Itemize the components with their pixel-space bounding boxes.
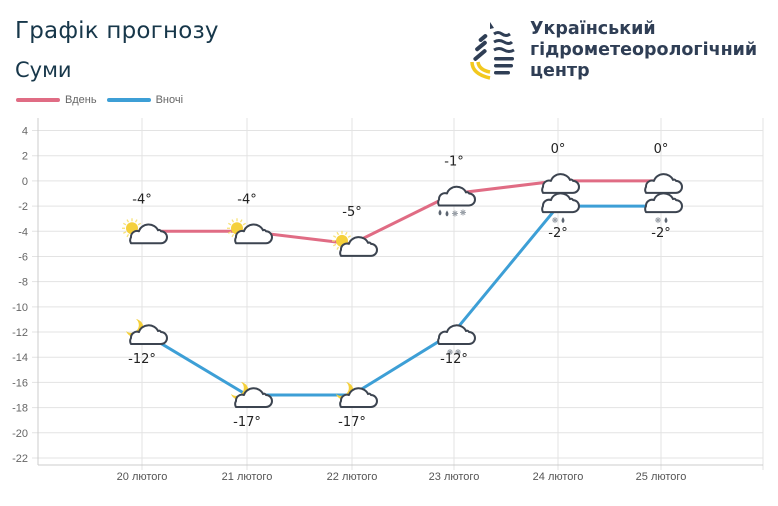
legend-item-night[interactable]: Вночі xyxy=(106,94,184,106)
x-tick-label: 24 лютого xyxy=(533,471,584,483)
night-temp-label: -2° xyxy=(548,226,567,241)
day-temp-label: -5° xyxy=(342,205,361,220)
x-tick-label: 25 лютого xyxy=(636,471,687,483)
legend-label-day: Вдень xyxy=(65,94,97,106)
y-tick-label: 0 xyxy=(22,176,28,188)
cloud-icon xyxy=(541,173,580,194)
legend-swatch-night xyxy=(106,98,151,102)
logo-line-3: центр xyxy=(530,61,590,81)
day-series-line xyxy=(142,179,661,246)
cloud-snow-rain-icon xyxy=(644,192,683,224)
page-title: Графік прогнозу xyxy=(15,18,219,44)
day-temp-label: 0° xyxy=(654,142,669,157)
y-tick-label: -16 xyxy=(12,377,28,389)
hydromet-logo-icon xyxy=(470,22,515,80)
night-temp-label: -17° xyxy=(338,415,366,430)
moon-cloud-icon xyxy=(231,382,273,409)
y-tick-label: -12 xyxy=(12,327,28,339)
x-tick-label: 22 лютого xyxy=(327,471,378,483)
sun-cloud-icon xyxy=(227,218,273,245)
y-tick-label: -2 xyxy=(18,201,28,213)
chart-legend: Вдень Вночі xyxy=(16,94,193,106)
night-temp-label: -12° xyxy=(128,352,156,367)
city-name: Суми xyxy=(15,58,72,82)
y-tick-label: -6 xyxy=(18,251,28,263)
y-tick-label: 2 xyxy=(22,151,28,163)
y-tick-label: -22 xyxy=(12,453,28,465)
night-series-line xyxy=(141,204,661,397)
y-tick-label: -4 xyxy=(18,226,28,238)
cloud-icon xyxy=(644,173,683,194)
sun-cloud-icon xyxy=(122,218,168,245)
y-tick-label: -8 xyxy=(18,277,28,289)
sun-cloud-icon xyxy=(332,230,378,257)
y-tick-label: -14 xyxy=(12,352,28,364)
logo-line-1: Український xyxy=(530,19,656,39)
logo-line-2: гідрометеорологічний xyxy=(530,40,758,60)
legend-label-night: Вночі xyxy=(155,94,184,106)
cloud-snow-icon xyxy=(437,324,476,356)
night-temp-label: -2° xyxy=(651,226,670,241)
legend-swatch-day xyxy=(16,98,60,102)
day-temp-label: -4° xyxy=(132,192,151,207)
night-temp-label: -12° xyxy=(440,352,468,367)
day-temp-label: -1° xyxy=(444,154,463,169)
day-temp-label: -4° xyxy=(237,192,256,207)
night-temp-label: -17° xyxy=(233,415,261,430)
x-tick-label: 21 лютого xyxy=(222,471,273,483)
legend-item-day[interactable]: Вдень xyxy=(16,94,97,106)
moon-cloud-icon xyxy=(336,382,378,409)
y-tick-label: 4 xyxy=(22,126,28,138)
cloud-snow-rain-icon xyxy=(541,192,580,224)
x-tick-label: 20 лютого xyxy=(117,471,168,483)
logo-text: Український гідрометеорологічний центр xyxy=(530,19,757,82)
moon-cloud-icon xyxy=(126,319,168,346)
cloud-rain-snow-icon xyxy=(437,185,476,217)
day-temp-label: 0° xyxy=(551,142,566,157)
x-tick-label: 23 лютого xyxy=(429,471,480,483)
y-tick-label: -10 xyxy=(12,302,28,314)
y-tick-label: -18 xyxy=(12,403,28,415)
y-tick-label: -20 xyxy=(12,428,28,440)
